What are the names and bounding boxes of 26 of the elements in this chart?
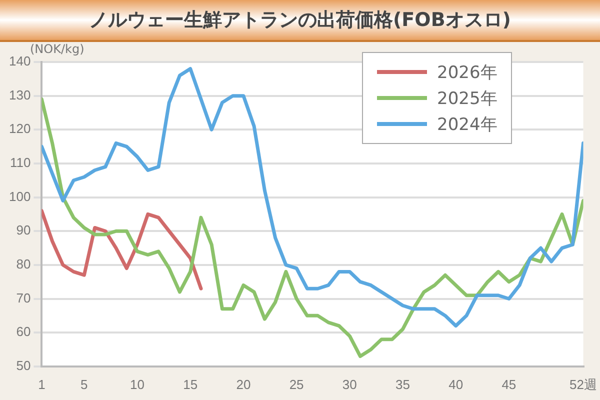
- legend-label: 2026年: [437, 62, 498, 84]
- legend-label: 2025年: [437, 88, 498, 110]
- y-tick-label: 110: [10, 155, 31, 170]
- y-tick-label: 130: [8, 87, 31, 102]
- y-tick-label: 70: [16, 290, 31, 306]
- chart-title: ノルウェー生鮮アトランの出荷価格(FOBオスロ): [0, 0, 600, 42]
- x-tick-label: 52週: [570, 376, 598, 392]
- y-tick-label: 90: [16, 222, 31, 238]
- x-tick-label: 45: [502, 376, 516, 392]
- y-tick-label: 80: [16, 256, 31, 272]
- y-tick-label: 120: [8, 121, 31, 136]
- x-tick-label: 25: [289, 376, 304, 392]
- x-tick-label: 10: [130, 376, 144, 392]
- x-tick-label: 40: [448, 376, 464, 392]
- x-tick-label: 15: [183, 376, 198, 392]
- x-tick-label: 35: [396, 376, 410, 392]
- x-tick-label: 20: [236, 376, 251, 392]
- x-tick-label: 5: [80, 376, 88, 392]
- x-tick-label: 30: [342, 376, 357, 392]
- y-axis-title: (NOK/kg): [30, 42, 84, 56]
- legend-label: 2024年: [437, 114, 498, 136]
- y-tick-label: 100: [8, 188, 31, 204]
- y-tick-label: 60: [16, 324, 31, 340]
- y-tick-label: 50: [16, 358, 31, 373]
- x-tick-label: 1: [38, 376, 46, 392]
- y-tick-label: 140: [8, 54, 31, 69]
